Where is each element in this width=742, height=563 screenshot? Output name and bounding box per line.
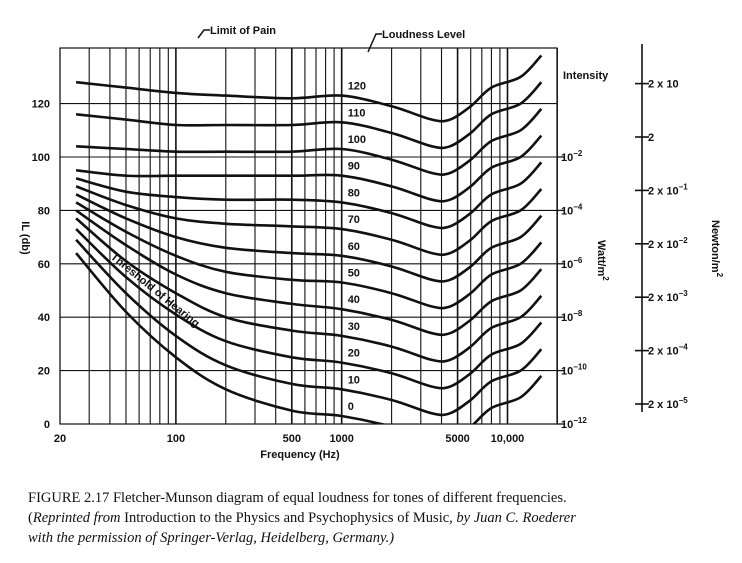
pressure-tick-label: 2 x 10−4 xyxy=(648,343,688,358)
curve-label-bg xyxy=(345,399,368,412)
intensity-tick-label: 10−8 xyxy=(561,309,583,324)
curve-label-30: 30 xyxy=(348,321,360,333)
curve-label-bg xyxy=(345,132,368,145)
y-tick-label: 60 xyxy=(38,259,50,271)
curve-label-bg xyxy=(345,186,368,199)
y-axis-label: IL (db) xyxy=(19,221,31,255)
intensity-tick-label: 10−2 xyxy=(561,149,583,164)
curve-label-120: 120 xyxy=(348,81,366,93)
loudness-curve-110 xyxy=(75,81,543,150)
caption-italic-1: Reprinted from xyxy=(32,510,121,526)
x-tick-label: 100 xyxy=(167,433,185,445)
caption-line-1: FIGURE 2.17 Fletcher-Munson diagram of e… xyxy=(28,490,567,506)
loudness-curve-120 xyxy=(75,54,543,123)
fletcher-munson-chart: 0 10 20 30 40 50 60 70 80 90 100 110 120 0 20 40 60 80 10… xyxy=(19,25,724,461)
pressure-tick-label: 2 x 10 xyxy=(648,79,679,91)
pressure-tick-label: 2 x 10−2 xyxy=(648,236,688,251)
y-tick-label: 100 xyxy=(32,152,50,164)
loudness-curve-10 xyxy=(75,238,543,417)
loudness-curve-30 xyxy=(75,217,543,363)
loudness-level-labels: 0 10 20 30 40 50 60 70 80 90 100 110 120 xyxy=(345,79,368,413)
pressure-tick-label: 2 x 10−5 xyxy=(648,396,688,411)
loudness-curve-70 xyxy=(75,185,543,257)
loudness-curve-60 xyxy=(75,193,543,283)
figure-caption: FIGURE 2.17 Fletcher-Munson diagram of e… xyxy=(28,488,728,548)
curve-label-100: 100 xyxy=(348,134,366,146)
intensity-tick-label: 10−4 xyxy=(561,202,583,217)
loudness-curve-40 xyxy=(75,209,543,337)
caption-line-2: (Reprinted from Introduction to the Phys… xyxy=(28,510,576,526)
y-tick-label: 120 xyxy=(32,99,50,111)
limit-of-pain-annotation: Limit of Pain xyxy=(197,25,276,39)
intensity-tick-label: 10−6 xyxy=(561,256,583,271)
loudness-curve-50 xyxy=(75,201,543,310)
svg-text:Loudness Level: Loudness Level xyxy=(382,29,465,41)
x-tick-label: 1000 xyxy=(329,433,353,445)
caption-italic-2: by Juan C. Roederer xyxy=(456,510,576,526)
pressure-tick-label: 2 xyxy=(648,132,654,144)
right-axes: 10−2 10−4 10−6 10−8 10−10 10−12 2 x 10 2 2 x 10−… xyxy=(557,44,688,431)
watt-axis-label: Watt/m2 xyxy=(595,240,610,281)
curve-label-bg xyxy=(345,239,368,252)
y-tick-label: 80 xyxy=(38,205,50,217)
intensity-tick-label: 10−12 xyxy=(561,416,587,431)
curve-label-60: 60 xyxy=(348,241,360,253)
y-tick-label: 20 xyxy=(38,366,50,378)
loudness-curve-100 xyxy=(76,108,543,176)
curve-label-bg xyxy=(345,213,368,226)
curve-label-bg xyxy=(345,159,368,172)
x-tick-label: 5000 xyxy=(445,433,469,445)
curve-label-bg xyxy=(345,293,368,306)
x-tick-label: 500 xyxy=(283,433,301,445)
curve-label-bg xyxy=(345,266,368,279)
loudness-curves xyxy=(75,54,543,424)
grid-lines xyxy=(59,47,558,425)
newton-axis-label: Newton/m2 xyxy=(709,220,724,278)
curve-label-80: 80 xyxy=(348,187,360,199)
pressure-tick-label: 2 x 10−3 xyxy=(648,289,688,304)
x-axis-label: Frequency (Hz) xyxy=(260,449,340,461)
curve-label-70: 70 xyxy=(348,214,360,226)
x-tick-label: 20 xyxy=(54,433,66,445)
curve-label-110: 110 xyxy=(348,107,366,119)
y-tick-label: 0 xyxy=(44,419,50,431)
loudness-curve-0 xyxy=(75,252,543,424)
curve-label-bg xyxy=(345,319,368,332)
pressure-tick-label: 2 x 10−1 xyxy=(648,182,688,197)
loudness-curve-20 xyxy=(75,228,543,390)
loudness-curve-90 xyxy=(75,134,543,203)
svg-text:Limit of Pain: Limit of Pain xyxy=(210,25,276,37)
curve-label-bg xyxy=(345,106,368,119)
intensity-header: Intensity xyxy=(563,70,609,82)
loudness-level-annotation: Loudness Level xyxy=(367,29,465,53)
caption-line-3: with the permission of Springer-Verlag, … xyxy=(28,530,395,546)
loudness-curve-80 xyxy=(75,161,543,230)
curve-label-bg xyxy=(345,346,368,359)
y-tick-label: 40 xyxy=(38,312,50,324)
x-tick-label: 10,000 xyxy=(491,433,525,445)
curve-label-20: 20 xyxy=(348,348,360,360)
curve-label-40: 40 xyxy=(348,294,360,306)
intensity-tick-label: 10−10 xyxy=(561,363,587,378)
curve-label-0: 0 xyxy=(348,401,354,413)
curve-label-90: 90 xyxy=(348,161,360,173)
curve-label-10: 10 xyxy=(348,374,360,386)
curve-label-bg xyxy=(345,373,368,386)
curve-label-bg xyxy=(345,79,368,92)
curve-label-50: 50 xyxy=(348,267,360,279)
